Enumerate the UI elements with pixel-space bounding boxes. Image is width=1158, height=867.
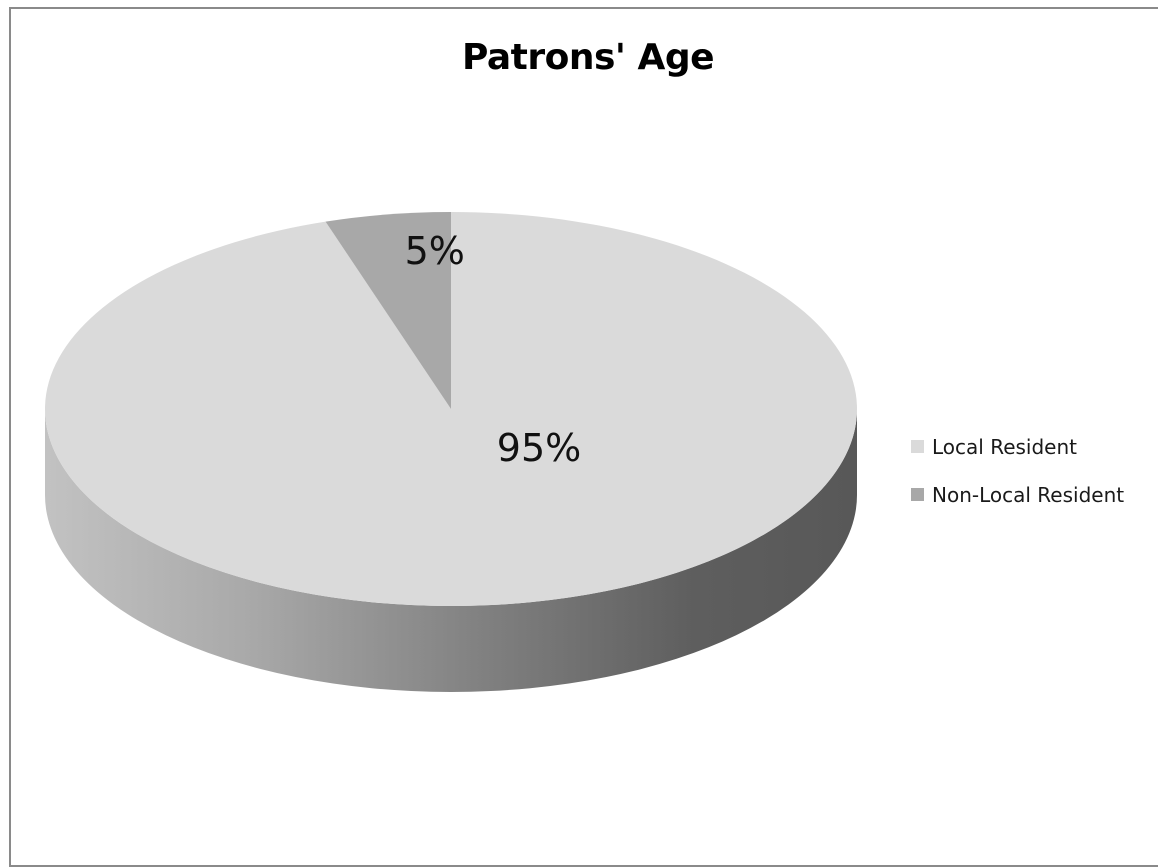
- chart-title: Patrons' Age: [461, 37, 715, 78]
- data-label-local-resident: 95%: [497, 426, 581, 470]
- pie-side-surface: [45, 409, 857, 692]
- legend: Local Resident Non-Local Resident: [911, 432, 1124, 528]
- legend-swatch-non-local-resident: [911, 488, 924, 501]
- data-label-non-local-resident: 5%: [405, 229, 465, 273]
- pie-side-wall: [45, 409, 857, 692]
- legend-label-non-local-resident: Non-Local Resident: [932, 482, 1125, 507]
- legend-swatch-local-resident: [911, 440, 924, 453]
- legend-label-local-resident: Local Resident: [932, 434, 1077, 459]
- pie-slice-non-local-resident: [325, 212, 451, 409]
- legend-item-local-resident: Local Resident: [911, 432, 1124, 461]
- pie-chart: 95% 5%: [45, 212, 857, 692]
- legend-item-non-local-resident: Non-Local Resident: [911, 480, 1124, 509]
